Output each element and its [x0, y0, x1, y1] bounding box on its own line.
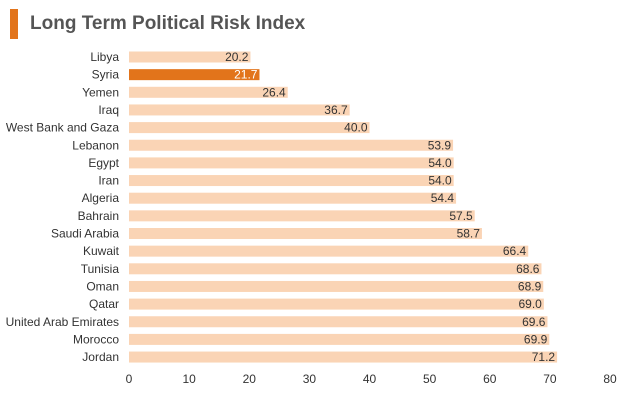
chart-title: Long Term Political Risk Index	[30, 13, 306, 34]
bar-algeria	[129, 192, 457, 204]
category-label-jordan: Jordan	[82, 350, 119, 364]
category-label-united-arab-emirates: United Arab Emirates	[6, 315, 119, 329]
bar-united-arab-emirates	[129, 316, 548, 328]
chart-header: Long Term Political Risk Index	[10, 8, 305, 40]
category-label-saudi-arabia: Saudi Arabia	[51, 227, 119, 241]
bar-kuwait	[129, 245, 529, 257]
bar-libya	[129, 51, 251, 63]
category-label-algeria: Algeria	[82, 191, 120, 205]
bar-egypt	[129, 157, 454, 169]
value-label-algeria: 54.4	[431, 191, 455, 205]
bar-jordan	[129, 351, 558, 363]
x-tick-label-20: 20	[243, 372, 257, 386]
category-label-bahrain: Bahrain	[78, 209, 119, 223]
bar-yemen	[129, 86, 288, 98]
bar-syria	[129, 69, 260, 81]
value-label-tunisia: 68.6	[516, 262, 540, 276]
category-label-oman: Oman	[86, 279, 119, 293]
value-label-west-bank-and-gaza: 40.0	[344, 121, 368, 135]
category-label-qatar: Qatar	[89, 297, 119, 311]
bar-tunisia	[129, 263, 542, 275]
x-tick-label-30: 30	[303, 372, 317, 386]
bar-bahrain	[129, 210, 475, 222]
bar-iran	[129, 175, 454, 187]
value-label-saudi-arabia: 58.7	[457, 227, 481, 241]
bar-morocco	[129, 333, 550, 345]
x-tick-label-0: 0	[126, 372, 133, 386]
category-label-yemen: Yemen	[82, 85, 119, 99]
bar-lebanon	[129, 139, 454, 151]
category-label-morocco: Morocco	[73, 332, 119, 346]
value-label-united-arab-emirates: 69.6	[522, 315, 546, 329]
value-label-morocco: 69.9	[524, 332, 548, 346]
x-tick-label-50: 50	[423, 372, 437, 386]
value-label-kuwait: 66.4	[503, 244, 527, 258]
x-tick-label-60: 60	[483, 372, 497, 386]
bar-saudi-arabia	[129, 228, 482, 239]
category-label-syria: Syria	[92, 68, 120, 82]
bar-iraq	[129, 104, 350, 116]
value-label-bahrain: 57.5	[449, 209, 473, 223]
bar-qatar	[129, 298, 544, 310]
value-label-libya: 20.2	[225, 50, 249, 64]
category-label-egypt: Egypt	[88, 156, 119, 170]
value-label-egypt: 54.0	[428, 156, 452, 170]
category-label-west-bank-and-gaza: West Bank and Gaza	[6, 121, 120, 135]
value-label-lebanon: 53.9	[428, 138, 452, 152]
category-label-tunisia: Tunisia	[81, 262, 120, 276]
x-tick-label-40: 40	[363, 372, 377, 386]
bar-oman	[129, 280, 544, 292]
x-tick-label-10: 10	[182, 372, 196, 386]
category-label-iraq: Iraq	[98, 103, 119, 117]
category-label-iran: Iran	[98, 174, 119, 188]
value-label-iraq: 36.7	[324, 103, 348, 117]
value-label-jordan: 71.2	[532, 350, 556, 364]
category-label-lebanon: Lebanon	[72, 138, 119, 152]
title-accent-bar	[10, 9, 18, 39]
value-label-oman: 68.9	[518, 279, 542, 293]
category-label-kuwait: Kuwait	[83, 244, 120, 258]
bar-west-bank-and-gaza	[129, 122, 370, 134]
value-label-syria: 21.7	[234, 68, 258, 82]
value-label-qatar: 69.0	[519, 297, 543, 311]
x-tick-label-70: 70	[543, 372, 557, 386]
value-label-iran: 54.0	[428, 174, 452, 188]
x-tick-label-80: 80	[603, 372, 617, 386]
category-label-libya: Libya	[90, 50, 119, 64]
value-label-yemen: 26.4	[262, 85, 286, 99]
